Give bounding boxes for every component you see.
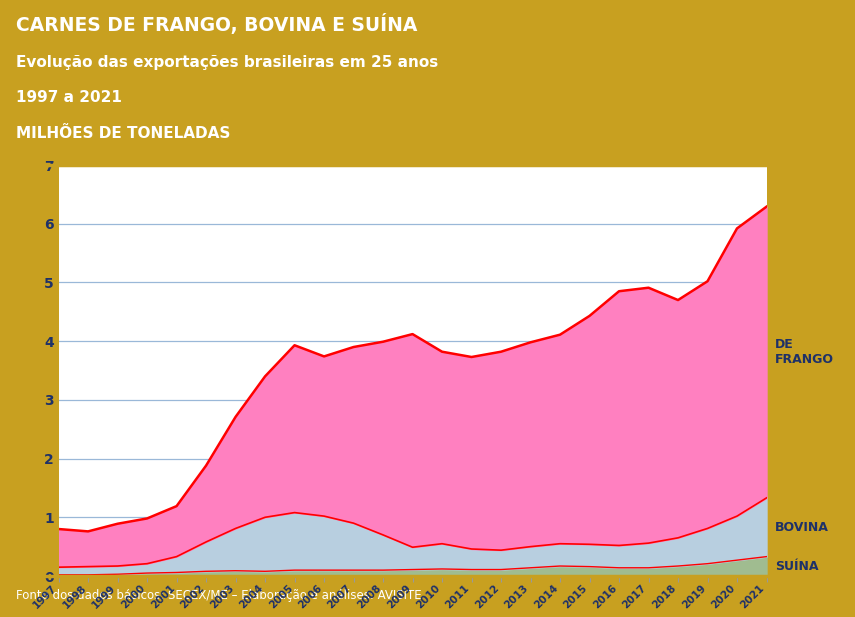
Text: DE
FRANGO: DE FRANGO <box>775 338 834 366</box>
Text: BOVINA: BOVINA <box>775 521 828 534</box>
Text: 1997 a 2021: 1997 a 2021 <box>15 91 121 106</box>
Text: CARNES DE FRANGO, BOVINA E SUÍNA: CARNES DE FRANGO, BOVINA E SUÍNA <box>15 14 417 35</box>
Text: Evolução das exportações brasileiras em 25 anos: Evolução das exportações brasileiras em … <box>15 55 438 70</box>
Text: Fonte dos dados básicos: SECEX/ME – Elaboração e análises: AVISITE: Fonte dos dados básicos: SECEX/ME – Elab… <box>15 589 422 602</box>
Text: MILHÕES DE TONELADAS: MILHÕES DE TONELADAS <box>15 126 230 141</box>
Text: SUÍNA: SUÍNA <box>775 560 818 573</box>
